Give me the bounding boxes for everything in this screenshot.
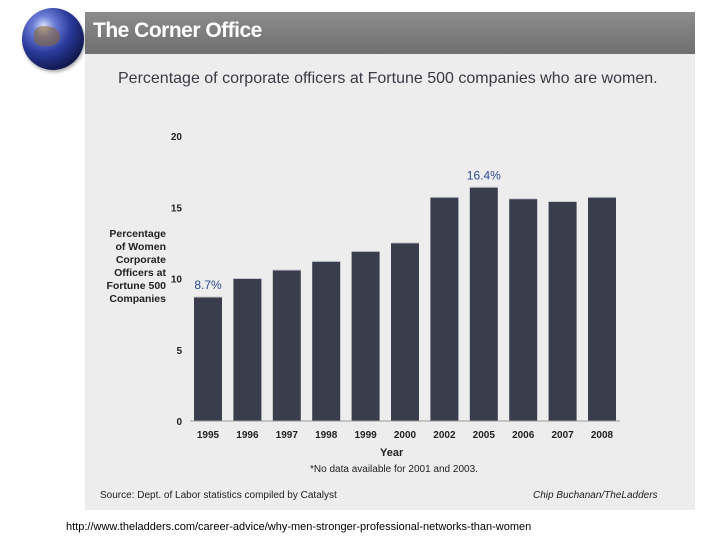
header-bar [85,12,695,54]
bar [194,297,222,421]
y-tick-label: 15 [171,203,183,214]
x-tick-label: 2002 [433,430,456,441]
chart-title: Percentage of corporate officers at Fort… [118,70,658,87]
x-tick-label: 2008 [591,430,614,441]
bar [233,278,262,421]
y-tick-label: 5 [176,346,182,357]
bar [509,198,538,421]
bar [588,197,616,421]
bar [351,251,380,421]
bar [391,242,419,421]
x-axis-label: Year [380,447,404,459]
x-tick-label: 1996 [236,430,259,441]
x-tick-label: 2005 [473,430,496,441]
x-tick-label: 1997 [276,430,299,441]
x-tick-label: 2000 [394,430,417,441]
data-label: 16.4% [467,168,501,182]
y-axis-label: Percentage of Women Corporate Officers a… [106,228,166,305]
x-tick-label: 2007 [551,430,574,441]
y-tick-label: 0 [176,417,182,428]
footnote: *No data available for 2001 and 2003. [310,464,478,475]
x-tick-label: 1999 [354,430,377,441]
globe-icon [22,8,84,70]
x-tick-label: 2006 [512,430,535,441]
credit-note: Chip Buchanan/TheLadders [533,490,658,501]
source-note: Source: Dept. of Labor statistics compil… [100,490,337,501]
data-label: 8.7% [194,278,222,292]
y-tick-label: 10 [171,275,183,286]
bar [312,261,341,421]
bar [548,201,577,421]
bar [469,187,498,421]
x-tick-label: 1995 [197,430,220,441]
bar [430,197,459,421]
y-tick-label: 20 [171,132,183,143]
source-url: http://www.theladders.com/career-advice/… [66,521,532,533]
x-tick-label: 1998 [315,430,338,441]
header-title: The Corner Office [93,19,262,42]
bar [272,269,301,421]
